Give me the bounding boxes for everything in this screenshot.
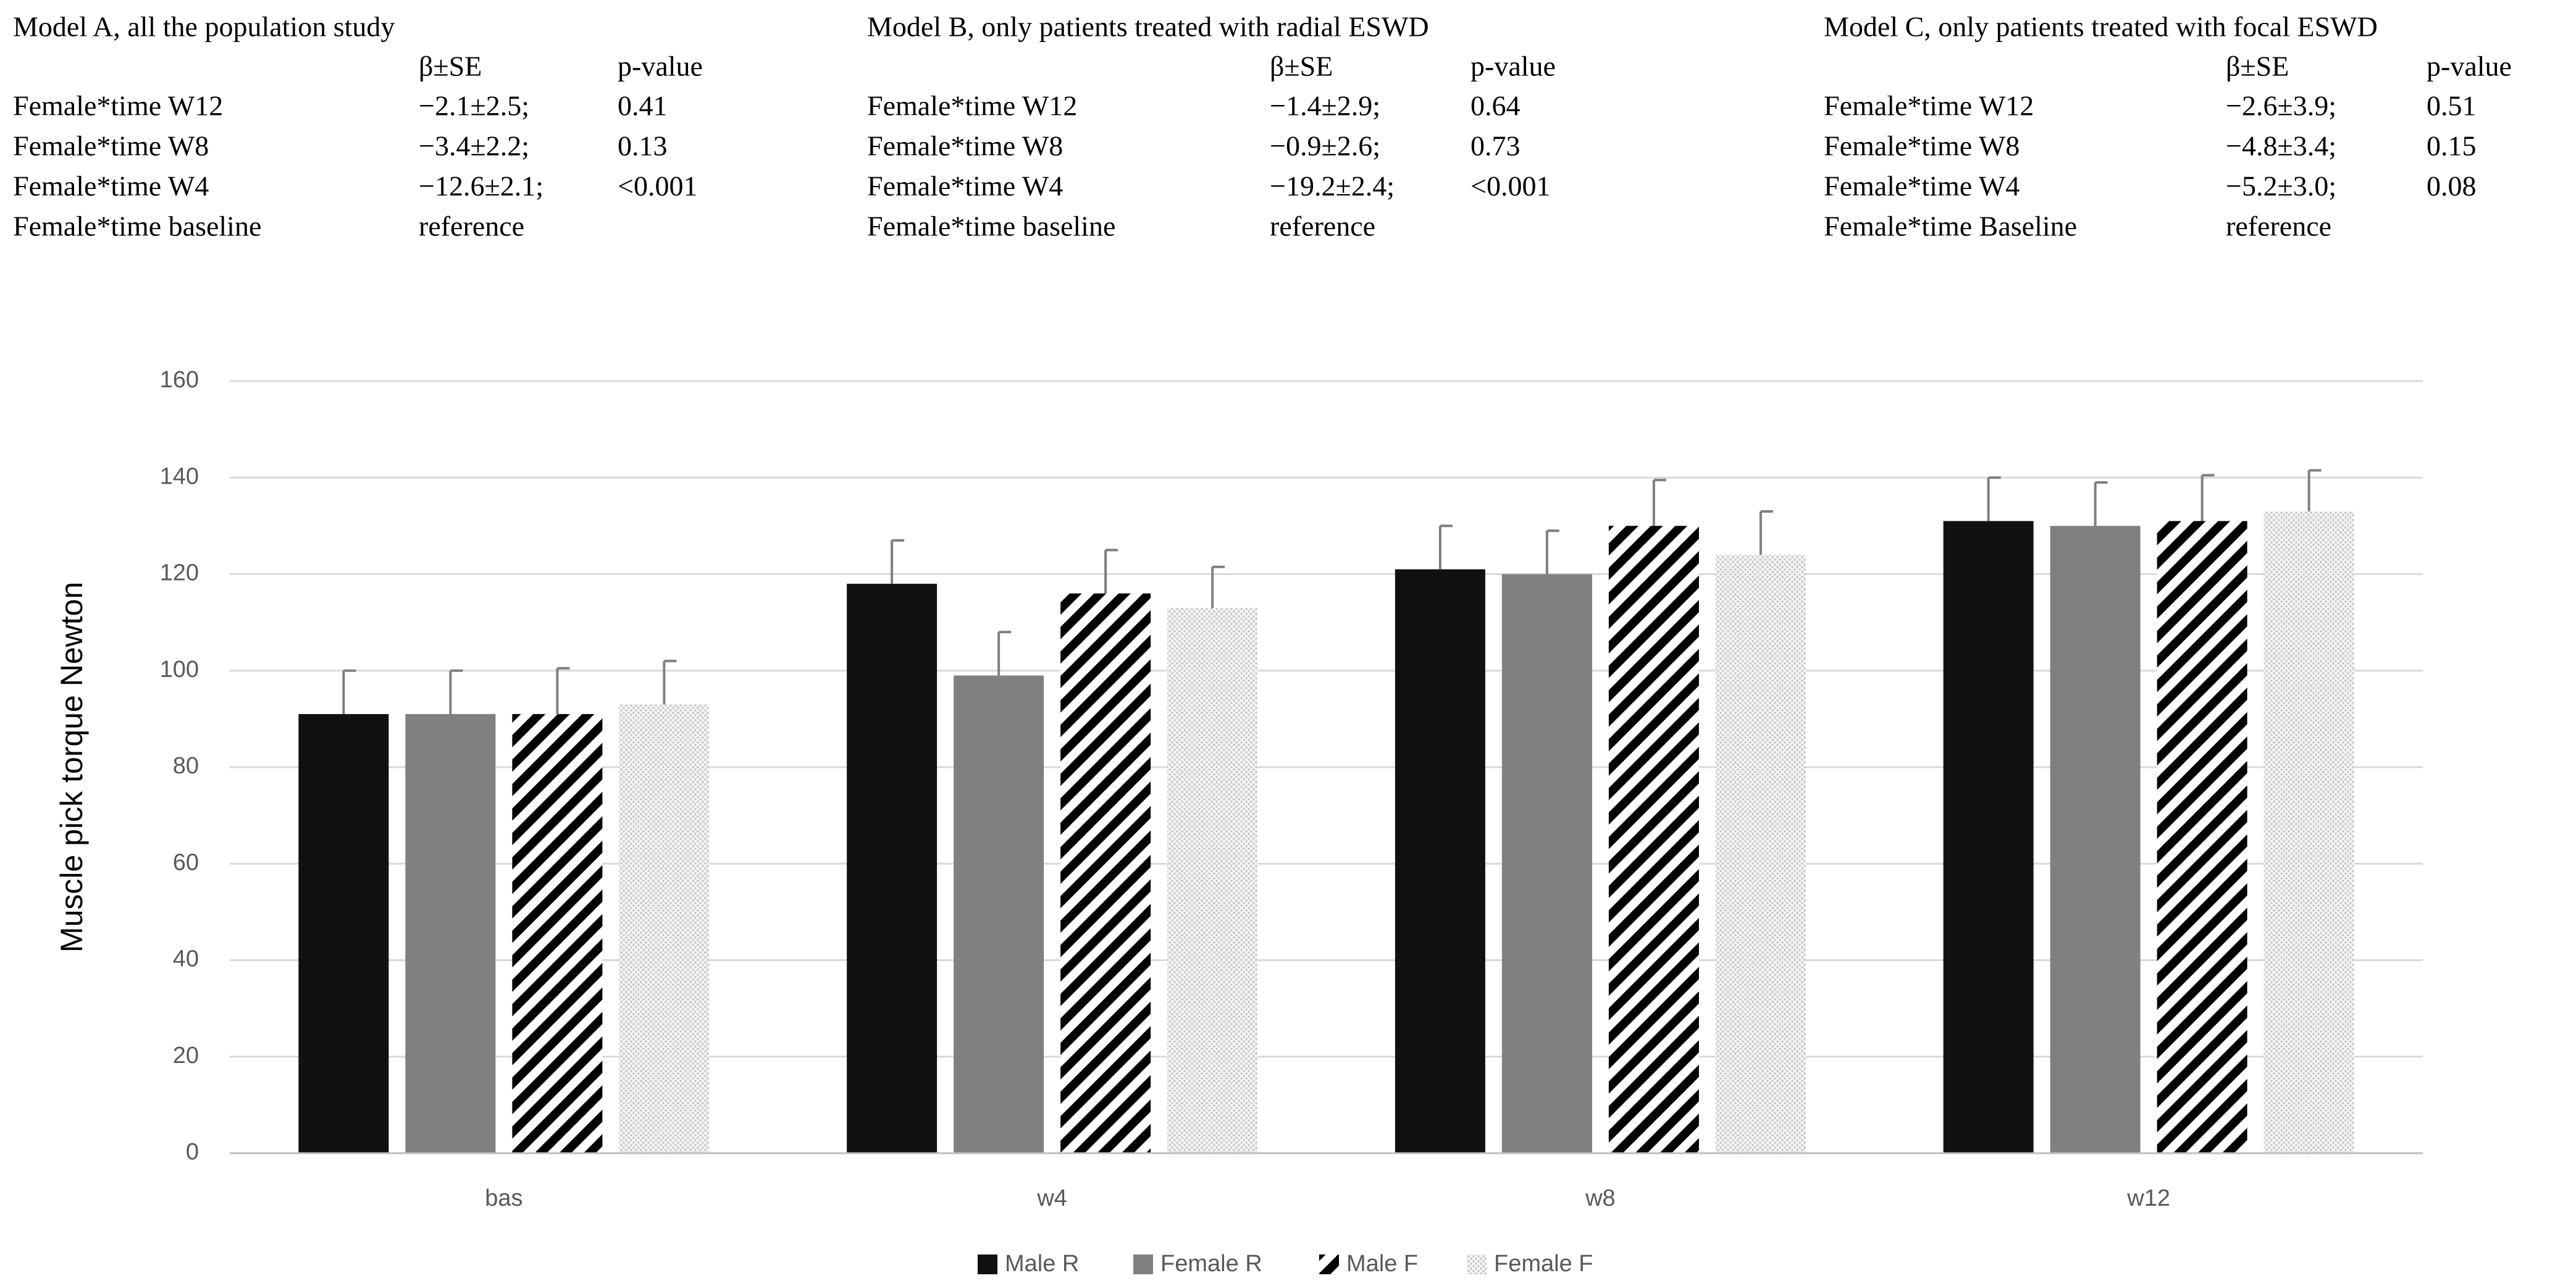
row-label: Female*time W4 — [867, 170, 1063, 202]
row-label: Female*time W12 — [1824, 90, 2034, 122]
legend-label: Male F — [1346, 1251, 1418, 1277]
error-bar — [997, 631, 1012, 676]
bar — [2263, 511, 2354, 1153]
bar — [2157, 521, 2247, 1153]
y-tick-label: 60 — [173, 849, 199, 875]
y-tick-label: 140 — [160, 463, 199, 489]
table-cell: 0.73 — [1471, 130, 1521, 162]
column-header: β±SE — [1270, 51, 1333, 82]
legend-swatch — [978, 1254, 997, 1274]
bar — [1395, 569, 1485, 1153]
bar — [2050, 526, 2141, 1153]
bar — [1943, 521, 2034, 1153]
error-bar — [556, 666, 570, 715]
model-title: Model A, all the population study — [13, 11, 395, 43]
row-label: Female*time W12 — [867, 90, 1077, 122]
error-bar — [891, 539, 905, 584]
error-bar — [663, 660, 677, 705]
error-bar — [1545, 529, 1559, 574]
table-cell: −2.6±3.9; — [2226, 90, 2336, 122]
error-bar — [1104, 548, 1118, 594]
bar — [298, 714, 389, 1153]
legend-label: Female F — [1494, 1251, 1593, 1277]
error-bar — [449, 669, 463, 715]
bar — [512, 714, 603, 1153]
row-label: Female*time Baseline — [1824, 211, 2077, 242]
error-bar — [1438, 524, 1453, 569]
table-cell: 0.13 — [618, 130, 668, 162]
model-title: Model C, only patients treated with foca… — [1824, 11, 2378, 43]
table-cell: 0.64 — [1471, 90, 1521, 122]
y-tick-label: 40 — [173, 946, 199, 972]
bar — [954, 675, 1044, 1153]
table-cell: −12.6±2.1; — [419, 170, 543, 202]
table-cell: 0.41 — [618, 90, 668, 122]
column-header: β±SE — [2226, 51, 2289, 82]
bar — [1501, 574, 1592, 1153]
table-cell: −3.4±2.2; — [419, 130, 529, 162]
table-cell: 0.15 — [2427, 130, 2477, 162]
legend-label: Male R — [1005, 1251, 1079, 1277]
table-cell: −0.9±2.6; — [1270, 130, 1380, 162]
column-header: β±SE — [419, 51, 482, 82]
row-label: Female*time W8 — [867, 130, 1063, 162]
bar — [405, 714, 496, 1153]
row-label: Female*time W12 — [13, 90, 223, 122]
legend-swatch — [1467, 1254, 1487, 1274]
table-cell: −5.2±3.0; — [2226, 170, 2336, 202]
legend-label: Female R — [1160, 1251, 1262, 1277]
row-label: Female*time W8 — [13, 130, 209, 162]
row-label: Female*time baseline — [867, 211, 1115, 242]
legend-swatch — [1319, 1254, 1339, 1274]
table-cell: 0.08 — [2427, 170, 2477, 202]
row-label: Female*time W8 — [1824, 130, 2020, 162]
bar — [1060, 593, 1151, 1153]
x-tick-label: w12 — [2126, 1185, 2170, 1211]
error-bar — [1211, 565, 1225, 608]
column-header: p-value — [1471, 51, 1556, 82]
bar — [847, 584, 938, 1153]
x-tick-label: bas — [485, 1185, 522, 1211]
y-tick-label: 80 — [173, 753, 199, 779]
table-cell: −19.2±2.4; — [1270, 170, 1395, 202]
table-cell: reference — [1270, 211, 1375, 242]
table-cell: −4.8±3.4; — [2226, 130, 2336, 162]
error-bar — [1987, 476, 2001, 521]
error-bar — [2094, 481, 2108, 526]
table-cell: reference — [2226, 211, 2331, 242]
error-bar — [342, 669, 356, 715]
x-tick-label: w4 — [1036, 1185, 1067, 1211]
table-cell: reference — [419, 211, 524, 242]
bar — [1608, 526, 1699, 1153]
y-tick-label: 100 — [160, 657, 199, 683]
table-cell: 0.51 — [2427, 90, 2477, 122]
y-tick-label: 160 — [160, 367, 199, 393]
bar — [1167, 608, 1258, 1153]
x-tick-label: w8 — [1585, 1185, 1616, 1211]
table-cell: −1.4±2.9; — [1270, 90, 1380, 122]
legend-swatch — [1133, 1254, 1153, 1274]
error-bar — [2201, 474, 2215, 521]
table-cell: −2.1±2.5; — [419, 90, 529, 122]
row-label: Female*time W4 — [13, 170, 209, 202]
column-header: p-value — [618, 51, 703, 82]
y-axis-label: Muscle pick torque Newton — [54, 582, 89, 952]
error-bar — [1652, 479, 1666, 526]
error-bar — [2307, 469, 2322, 511]
bar — [1715, 555, 1806, 1153]
table-cell: <0.001 — [1471, 170, 1550, 202]
row-label: Female*time W4 — [1824, 170, 2020, 202]
y-tick-label: 20 — [173, 1043, 199, 1069]
row-label: Female*time baseline — [13, 211, 261, 242]
column-header: p-value — [2427, 51, 2512, 82]
model-title: Model B, only patients treated with radi… — [867, 11, 1429, 43]
table-cell: <0.001 — [618, 170, 697, 202]
y-tick-label: 0 — [186, 1139, 199, 1165]
bar — [619, 704, 710, 1153]
y-tick-label: 120 — [160, 560, 199, 586]
error-bar — [1759, 510, 1773, 555]
